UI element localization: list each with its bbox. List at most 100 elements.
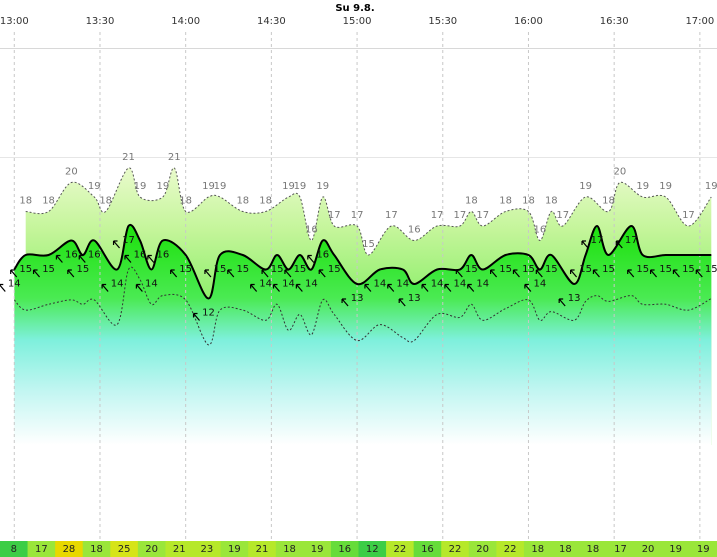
wind-arrow: [192, 312, 200, 321]
wind-arrow: [398, 298, 406, 307]
wind-arrow: [170, 269, 178, 278]
mean-label: 13: [351, 293, 364, 304]
strip-label: 18: [531, 544, 544, 555]
gust-label: 19: [156, 181, 169, 192]
mean-label: 15: [42, 264, 55, 275]
mean-label: 16: [134, 250, 147, 261]
wind-arrow: [101, 283, 109, 292]
strip-cell: [220, 541, 249, 557]
gust-label: 17: [454, 210, 467, 221]
strip-label: 28: [63, 544, 76, 555]
strip-cell: [82, 541, 111, 557]
strip: 8 17 28 18 25 20 21 23 19 21 18 19 16 12 22 16 22 20 22 18 1…: [0, 541, 717, 557]
strip-label: 18: [587, 544, 600, 555]
gust-label: 19: [705, 181, 717, 192]
mean-label: 15: [19, 264, 32, 275]
mean-label: 14: [111, 279, 124, 290]
mean-label: 14: [534, 279, 547, 290]
wind-arrow: [124, 254, 132, 263]
gust-label: 19: [294, 181, 307, 192]
lower-line: [13, 266, 712, 346]
mean-label: 15: [499, 264, 512, 275]
gust-label: 18: [179, 196, 192, 207]
strip-cell: [137, 541, 166, 557]
strip-label: 25: [118, 544, 131, 555]
strip-label: 22: [449, 544, 462, 555]
strip-label: 22: [393, 544, 406, 555]
strip-cell: [303, 541, 332, 557]
mean-label: 16: [65, 250, 78, 261]
mean-label: 16: [88, 250, 101, 261]
mean-area: [14, 224, 712, 445]
mean-label: 14: [282, 279, 295, 290]
wind-arrow: [0, 283, 6, 292]
wind-arrow: [512, 269, 520, 278]
gust-label: 17: [351, 210, 364, 221]
gust-label: 19: [202, 181, 215, 192]
strip-cell: [468, 541, 497, 557]
strip-label: 12: [366, 544, 379, 555]
strip-cell: [55, 541, 84, 557]
wind-arrow: [307, 254, 315, 263]
strip-label: 18: [283, 544, 296, 555]
x-tick-label: 14:00: [171, 16, 200, 27]
gust-label: 18: [19, 196, 32, 207]
mean-label: 14: [259, 279, 272, 290]
gust-label: 18: [545, 196, 558, 207]
wind-arrow: [284, 269, 292, 278]
gust-label: 19: [579, 181, 592, 192]
strip-cell: [606, 541, 635, 557]
mean-label: 17: [122, 235, 135, 246]
strip-cell: [496, 541, 525, 557]
strip-label: 19: [311, 544, 324, 555]
strip-label: 18: [559, 544, 572, 555]
lines: [13, 167, 712, 346]
mean-label: 15: [236, 264, 249, 275]
gust-label: 21: [122, 152, 135, 163]
x-tick-label: 17:00: [685, 16, 714, 27]
strip-label: 17: [35, 544, 48, 555]
wind-arrow: [341, 298, 349, 307]
gust-label: 17: [328, 210, 341, 221]
strip-label: 8: [11, 544, 17, 555]
strip-cell: [248, 541, 277, 557]
strip-label: 20: [476, 544, 489, 555]
strip-cell: [275, 541, 304, 557]
x-tick-label: 14:30: [257, 16, 286, 27]
mean-label: 15: [636, 264, 649, 275]
gust-label: 18: [42, 196, 55, 207]
wind-arrow: [112, 240, 121, 249]
strip-cell: [330, 541, 359, 557]
mean-label: 15: [179, 264, 192, 275]
mean-label: 12: [202, 308, 215, 319]
wind-arrow: [387, 283, 395, 292]
wind-arrow: [421, 283, 429, 292]
x-tick-label: 13:00: [0, 16, 29, 27]
areas: [14, 167, 712, 445]
mean-label: 13: [408, 293, 421, 304]
mean-line: [13, 223, 712, 300]
strip-label: 19: [228, 544, 241, 555]
strip-cell: [523, 541, 553, 557]
x-tick-label: 16:30: [600, 16, 629, 27]
mean-label: 14: [8, 279, 21, 290]
strip-label: 19: [697, 544, 710, 555]
mean-label: 14: [476, 279, 489, 290]
strip-cell: [579, 541, 608, 557]
wind-arrow: [524, 283, 532, 292]
gust-label: 19: [214, 181, 227, 192]
gust-label: 17: [431, 210, 444, 221]
gust-label: 19: [134, 181, 147, 192]
gust-label: 19: [282, 181, 295, 192]
gust-label: 15: [362, 239, 375, 250]
labels: 13:00 13:30 14:00 14:30 15:00 15:30 16:00 16:30…: [0, 16, 717, 321]
wind-arrow: [55, 254, 63, 263]
wind-arrow: [147, 254, 155, 263]
mean-label: 17: [625, 235, 638, 246]
strip-cell: [0, 541, 29, 557]
grid: [13, 32, 701, 540]
mean-label: 14: [305, 279, 318, 290]
gust-label: 20: [65, 167, 78, 178]
wind-arrow: [227, 269, 235, 278]
